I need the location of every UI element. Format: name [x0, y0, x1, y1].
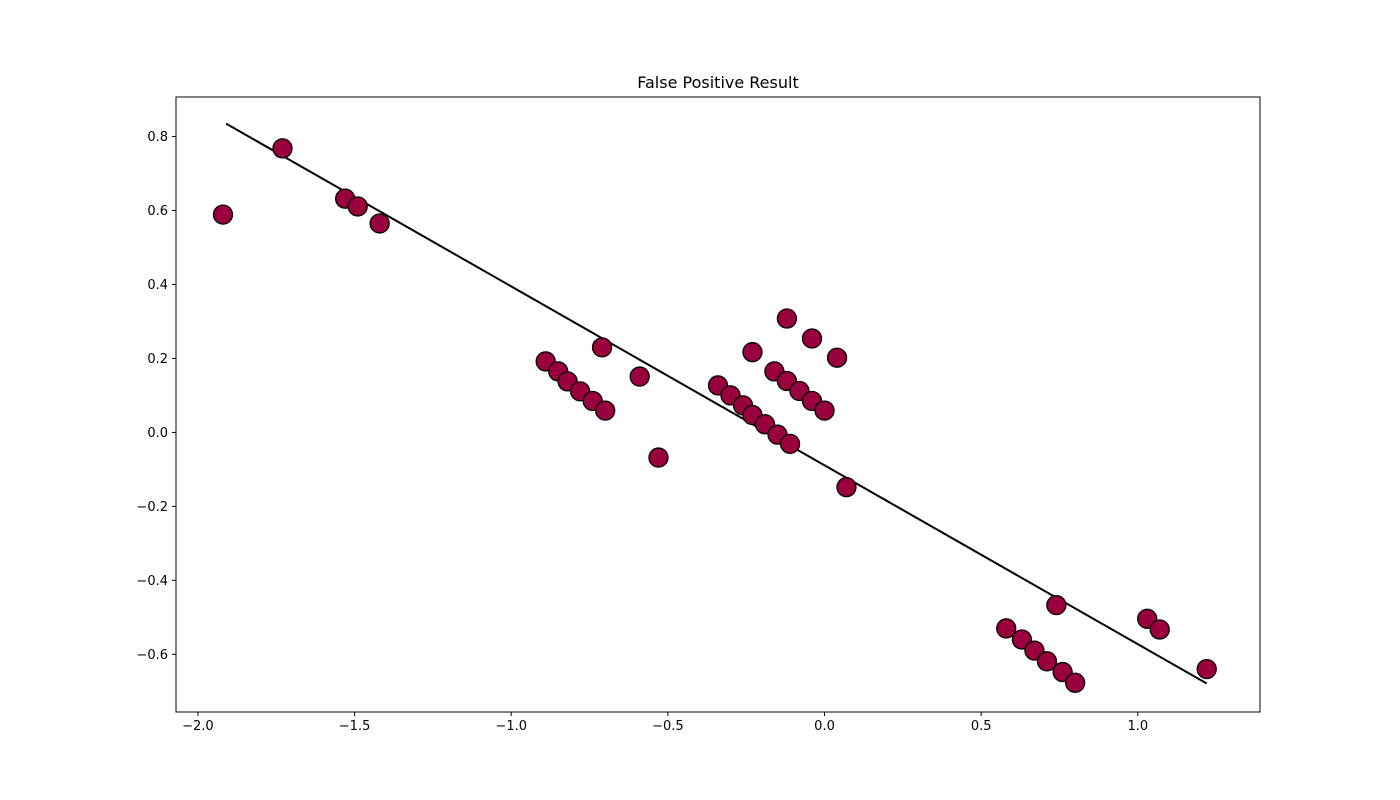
data-point — [648, 447, 669, 468]
data-point — [779, 433, 801, 455]
data-point — [996, 618, 1017, 639]
y-tick-label: 0.8 — [147, 130, 168, 145]
data-point — [272, 138, 293, 159]
data-point — [814, 400, 835, 421]
data-point — [212, 204, 234, 225]
x-tick-label: 1.0 — [1127, 719, 1148, 734]
data-point — [347, 196, 368, 217]
y-axis: −0.6 −0.4 −0.2 0.0 0.2 0.4 0.6 0.8 — [136, 130, 176, 663]
x-tick-label: 0.0 — [814, 719, 835, 734]
data-point — [369, 213, 390, 234]
data-point — [1046, 594, 1067, 616]
x-axis: −2.0 −1.5 −1.0 −0.5 0.0 0.5 1.0 — [182, 712, 1148, 734]
data-point — [1036, 651, 1058, 672]
data-point — [1149, 619, 1170, 640]
x-tick-label: −2.0 — [182, 719, 214, 734]
y-tick-label: −0.2 — [136, 500, 168, 515]
data-point — [801, 328, 823, 349]
chart-title: False Positive Result — [637, 73, 798, 92]
x-tick-label: −1.0 — [495, 719, 527, 734]
y-tick-label: 0.2 — [147, 352, 168, 367]
data-point — [742, 342, 763, 363]
y-tick-label: 0.6 — [147, 204, 168, 219]
data-point — [595, 400, 616, 421]
data-point — [836, 477, 857, 498]
x-tick-label: 0.5 — [971, 719, 992, 734]
y-tick-label: −0.4 — [136, 574, 168, 589]
data-point — [1196, 658, 1217, 680]
y-tick-label: 0.0 — [147, 426, 168, 441]
data-point — [776, 308, 798, 329]
data-point — [591, 337, 613, 358]
fit-line — [225, 122, 1208, 685]
data-point — [826, 347, 848, 368]
x-tick-label: −1.5 — [339, 719, 371, 734]
plot-area — [175, 96, 1261, 713]
data-point — [1065, 672, 1086, 693]
y-tick-label: −0.6 — [136, 648, 168, 663]
x-tick-label: −0.5 — [652, 719, 684, 734]
axes-frame — [175, 96, 1261, 713]
y-tick-label: 0.4 — [147, 278, 168, 293]
data-point — [629, 366, 650, 387]
